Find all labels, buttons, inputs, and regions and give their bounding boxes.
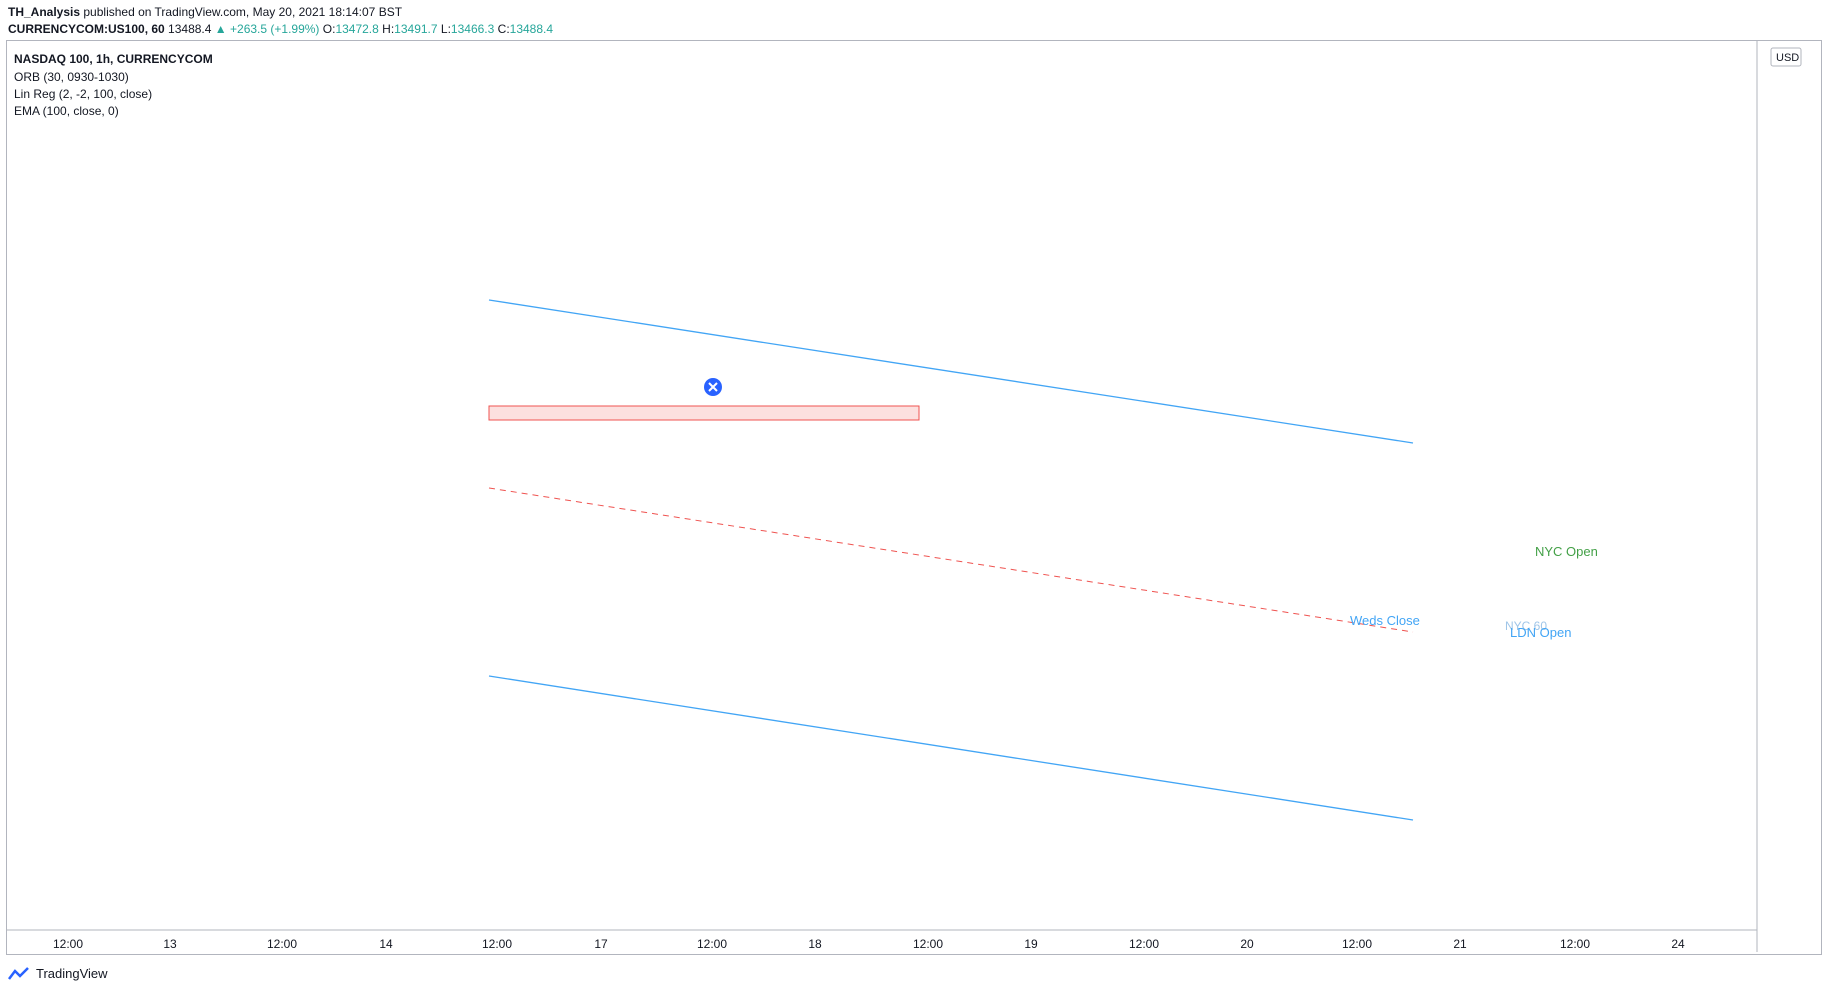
- time-tick-label: 12:00: [1560, 937, 1590, 951]
- legend-linreg: Lin Reg (2, -2, 100, close): [14, 87, 152, 101]
- drawings-layer: [488, 299, 1414, 821]
- time-tick-label: 18: [808, 937, 822, 951]
- time-tick-label: 12:00: [697, 937, 727, 951]
- channel-lower-line[interactable]: [488, 675, 1414, 821]
- time-tick-label: 21: [1453, 937, 1467, 951]
- close-value: 13488.4: [509, 22, 554, 36]
- currency-label: USD: [1776, 52, 1799, 64]
- time-tick-label: 20: [1240, 937, 1254, 951]
- nyc-open-label: NYC Open: [1535, 544, 1598, 559]
- faded-label: NYC 60: [1505, 619, 1547, 633]
- high-value: 13491.7: [394, 22, 438, 36]
- symbol-label: CURRENCYCOM:US100, 60: [8, 22, 165, 36]
- currency-badge: [1770, 47, 1802, 67]
- time-tick-label: 14: [379, 937, 393, 951]
- open-label: O:: [322, 22, 336, 36]
- legend-title: NASDAQ 100, 1h, CURRENCYCOM: [14, 52, 213, 66]
- channel-mid-line[interactable]: [488, 487, 1414, 633]
- time-tick-label: 12:00: [913, 937, 943, 951]
- ldn-open-label: LDN Open: [1510, 625, 1571, 640]
- channel-upper-line[interactable]: [488, 299, 1414, 444]
- time-tick-label: 12:00: [1342, 937, 1372, 951]
- time-tick-label: 12:00: [482, 937, 512, 951]
- legend-ema: EMA (100, close, 0): [14, 104, 119, 118]
- time-tick-label: 12:00: [1129, 937, 1159, 951]
- brand-name: TradingView: [36, 966, 108, 981]
- open-value: 13472.8: [335, 22, 379, 36]
- close-label: C:: [497, 22, 510, 36]
- low-label: L:: [440, 22, 451, 36]
- legend-orb: ORB (30, 0930-1030): [14, 70, 129, 84]
- author-name[interactable]: TH_Analysis: [8, 5, 81, 19]
- weds-close-label: Weds Close: [1350, 613, 1420, 628]
- up-triangle-icon: ▲: [214, 22, 227, 36]
- time-tick-label: 19: [1024, 937, 1038, 951]
- time-tick-label: 12:00: [267, 937, 297, 951]
- footer-brand[interactable]: TradingView: [8, 966, 108, 981]
- axis-layer: 13840.013800.013760.013720.013680.013640…: [6, 41, 1802, 952]
- close-drawing-icon[interactable]: [704, 378, 722, 396]
- price-change: +263.5 (+1.99%): [230, 22, 320, 36]
- time-tick-label: 13: [163, 937, 177, 951]
- ohlc-header: CURRENCYCOM:US100, 60 13488.4 ▲ +263.5 (…: [8, 22, 553, 36]
- time-tick-label: 17: [594, 937, 608, 951]
- time-tick-label: 24: [1671, 937, 1685, 951]
- legend-layer: NASDAQ 100, 1h, CURRENCYCOM ORB (30, 093…: [14, 52, 213, 118]
- chart-frame[interactable]: [6, 40, 1822, 955]
- high-label: H:: [382, 22, 395, 36]
- tradingview-logo-icon: [8, 966, 29, 980]
- low-value: 13466.3: [450, 22, 495, 36]
- annotation-labels: NYC Open Weds Close NYC 60 LDN Open: [1350, 544, 1598, 640]
- published-text: published on TradingView.com, May 20, 20…: [83, 5, 403, 19]
- publication-header: TH_Analysis published on TradingView.com…: [8, 5, 402, 19]
- time-tick-label: 12:00: [53, 937, 83, 951]
- last-price: 13488.4: [168, 22, 212, 36]
- resistance-zone[interactable]: [488, 405, 920, 421]
